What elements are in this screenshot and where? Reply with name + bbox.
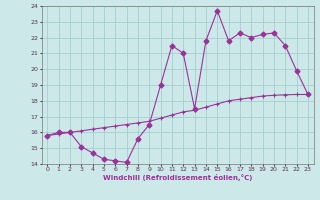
X-axis label: Windchill (Refroidissement éolien,°C): Windchill (Refroidissement éolien,°C) <box>103 174 252 181</box>
